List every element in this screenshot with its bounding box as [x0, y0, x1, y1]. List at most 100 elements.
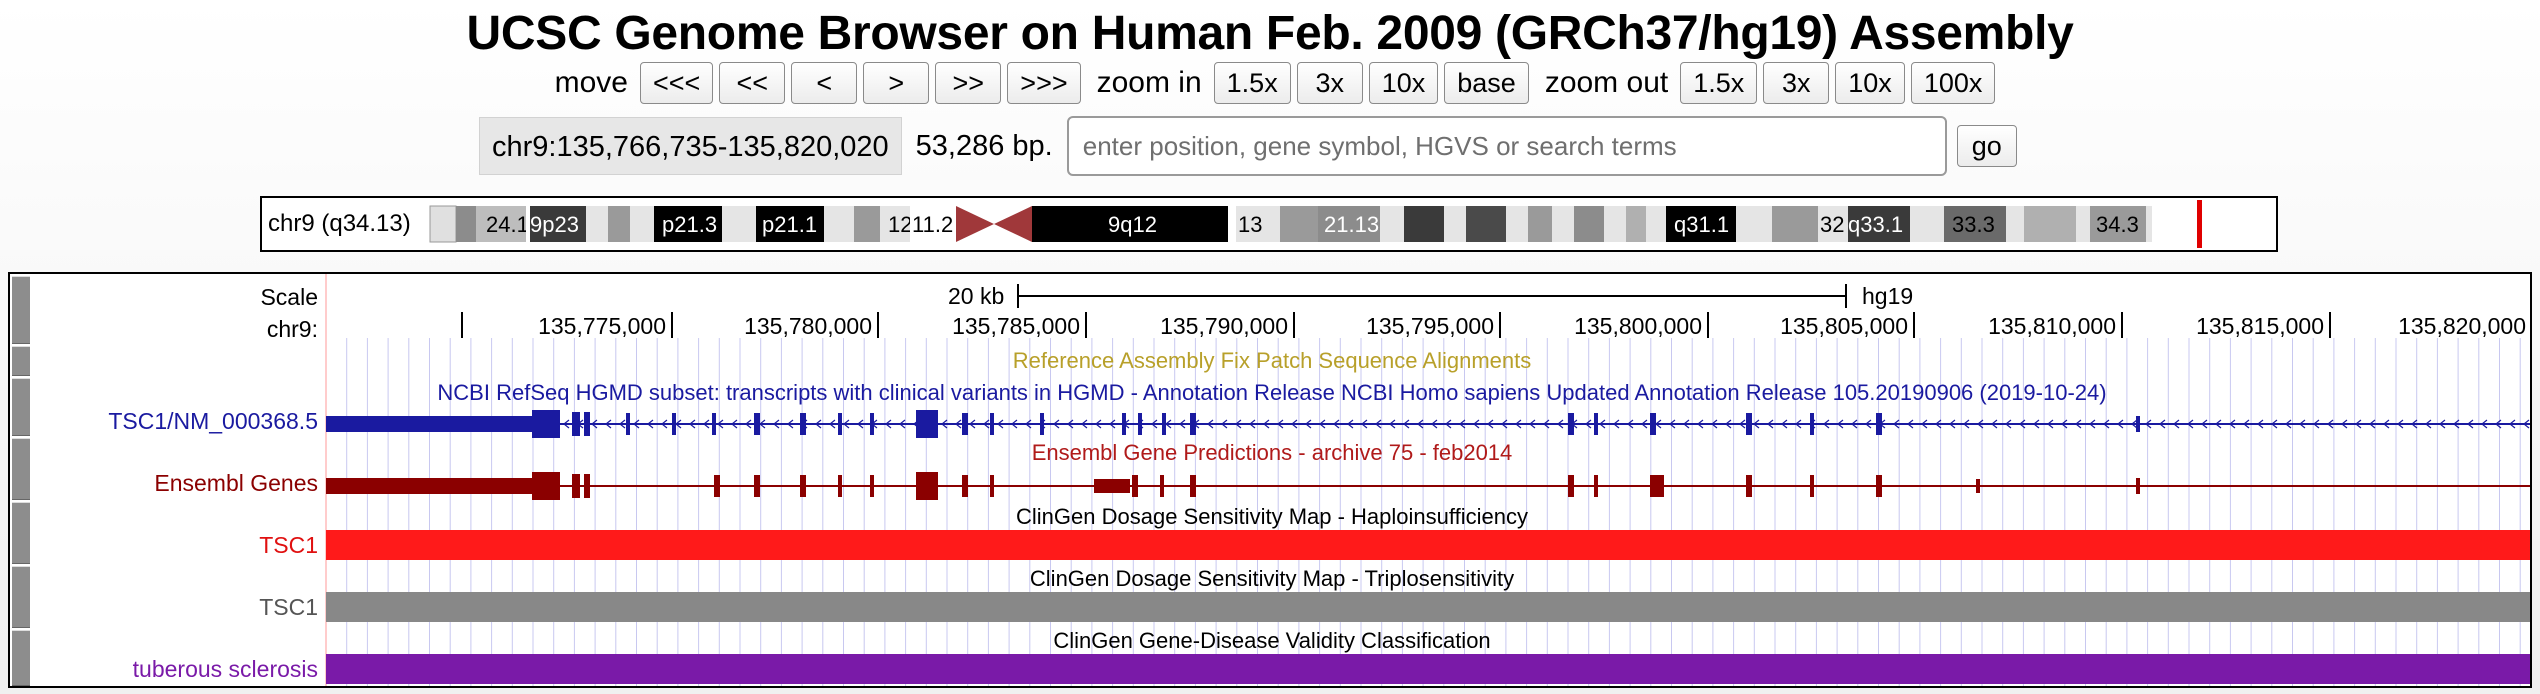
- exon: [532, 472, 560, 500]
- move-left-far-button[interactable]: <<: [719, 62, 786, 104]
- fixpatch-track-handle[interactable]: [12, 346, 30, 376]
- zoom-in-1.5x-button[interactable]: 1.5x: [1213, 62, 1291, 104]
- scale-tick-label: 135,775,000: [538, 313, 666, 339]
- chromosome-ideogram[interactable]: chr9 (q34.13) 24.1 9p23 p21.3 p21.1 12 1…: [260, 196, 2278, 252]
- position-row: chr9:135,766,735-135,820,020 53,286 bp. …: [479, 116, 2017, 176]
- move-label: move: [554, 66, 628, 99]
- page-title: UCSC Genome Browser on Human Feb. 2009 (…: [466, 7, 2074, 60]
- zoom-out-label: zoom out: [1544, 66, 1669, 99]
- ideogram-bands: 24.1 9p23 p21.3 p21.1 12 11.2 9q12 13: [429, 200, 2202, 248]
- exon: [1594, 475, 1598, 497]
- scale-tick-label: 135,820,000: [2398, 313, 2526, 339]
- scale-tick-label: 135,780,000: [744, 313, 872, 339]
- position-display: chr9:135,766,735-135,820,020: [479, 117, 902, 175]
- zoom-out-1.5x-button[interactable]: 1.5x: [1680, 62, 1758, 104]
- band-label-q31.1: q31.1: [1674, 212, 1729, 237]
- exon: [838, 413, 842, 435]
- exon: [1162, 413, 1166, 435]
- exon: [754, 413, 760, 435]
- exon: [1594, 413, 1598, 435]
- chrom-label: chr9:: [266, 316, 318, 342]
- exon: [1138, 413, 1142, 435]
- exon: [990, 475, 994, 497]
- exon: [1746, 413, 1752, 435]
- exon: [1810, 413, 1814, 435]
- band-label-p21.3: p21.3: [662, 212, 717, 237]
- validity-track-handle[interactable]: [12, 630, 30, 686]
- zoom-out-3x-button[interactable]: 3x: [1763, 62, 1830, 104]
- scale-assembly-label: hg19: [1862, 283, 1913, 309]
- ensembl-track-label[interactable]: Ensembl Genes: [154, 470, 318, 496]
- band-label-13: 13: [1238, 212, 1262, 237]
- exon: [1876, 413, 1882, 435]
- scale-tick-label: 135,795,000: [1366, 313, 1494, 339]
- zoom-in-3x-button[interactable]: 3x: [1296, 62, 1363, 104]
- scale-tick-label: 135,800,000: [1574, 313, 1702, 339]
- scale-bar-label: 20 kb: [948, 283, 1004, 309]
- zoom-in-base-button[interactable]: base: [1444, 62, 1529, 104]
- ideogram-label: chr9 (q34.13): [268, 210, 411, 237]
- go-button[interactable]: go: [1956, 125, 2017, 167]
- triplo-track-handle[interactable]: [12, 566, 30, 628]
- scale-tick-label: 135,790,000: [1160, 313, 1288, 339]
- exon: [1122, 413, 1126, 435]
- exon: [572, 412, 580, 436]
- band-label-9p23: 9p23: [530, 212, 579, 237]
- move-end-button[interactable]: >>>: [1007, 62, 1081, 104]
- exon: [962, 475, 968, 497]
- ensembl-track-handle[interactable]: [12, 438, 30, 500]
- exon: [962, 413, 968, 435]
- search-input[interactable]: [1066, 116, 1947, 176]
- exon: [1650, 475, 1664, 497]
- zoom-out-100x-button[interactable]: 100x: [1910, 62, 1996, 104]
- region-size: 53,286 bp.: [915, 129, 1053, 162]
- exon: [1190, 475, 1196, 497]
- band-label-p21.1: p21.1: [762, 212, 817, 237]
- haplo-track-label[interactable]: TSC1: [259, 532, 318, 558]
- scale-label: Scale: [260, 284, 318, 310]
- scale-track-handle[interactable]: [12, 276, 30, 344]
- exon: [584, 474, 590, 498]
- validity-feature-bar[interactable]: [326, 654, 2530, 684]
- current-region-marker: [2197, 200, 2202, 248]
- exon: [1746, 475, 1752, 497]
- haplo-track-handle[interactable]: [12, 502, 30, 564]
- refseq-track-label[interactable]: TSC1/NM_000368.5: [108, 408, 318, 434]
- navigation-bar: move <<< << < > >> >>> zoom in 1.5x 3x 1…: [0, 62, 2540, 104]
- exon: [916, 410, 938, 438]
- refseq-gene-model[interactable]: [10, 404, 2530, 444]
- exon: [1568, 413, 1574, 435]
- exon: [1132, 475, 1138, 497]
- band-label-21.13: 21.13: [1324, 212, 1379, 237]
- move-left-button[interactable]: <: [791, 62, 858, 104]
- exon: [1190, 413, 1196, 435]
- move-right-button[interactable]: >: [863, 62, 930, 104]
- validity-track-title: ClinGen Gene-Disease Validity Classifica…: [1053, 628, 1491, 653]
- exon: [326, 478, 540, 494]
- exon: [916, 472, 938, 500]
- exon: [870, 475, 874, 497]
- scale-tick-label: 135,785,000: [952, 313, 1080, 339]
- fixpatch-track-title: Reference Assembly Fix Patch Sequence Al…: [1012, 348, 1532, 373]
- haplo-feature-bar[interactable]: [326, 530, 2530, 560]
- exon: [1650, 413, 1656, 435]
- exon: [572, 474, 580, 498]
- move-right-far-button[interactable]: >>: [935, 62, 1002, 104]
- triplo-feature-bar[interactable]: [326, 592, 2530, 622]
- band-label-24.1: 24.1: [486, 212, 529, 237]
- zoom-in-10x-button[interactable]: 10x: [1368, 62, 1439, 104]
- refseq-track-handle[interactable]: [12, 378, 30, 436]
- exon: [672, 413, 676, 435]
- track-display[interactable]: Scale chr9: 20 kb hg19 135,775,000 135,78…: [8, 272, 2532, 688]
- exon: [326, 416, 540, 432]
- move-start-button[interactable]: <<<: [639, 62, 714, 104]
- validity-track-label[interactable]: tuberous sclerosis: [132, 656, 318, 682]
- ensembl-gene-model[interactable]: [10, 466, 2530, 506]
- band-label-34.3: 34.3: [2096, 212, 2139, 237]
- exon: [626, 413, 630, 435]
- triplo-track-label[interactable]: TSC1: [259, 594, 318, 620]
- exon: [1876, 475, 1882, 497]
- zoom-in-label: zoom in: [1096, 66, 1202, 99]
- zoom-out-10x-button[interactable]: 10x: [1835, 62, 1905, 104]
- triplo-track-title: ClinGen Dosage Sensitivity Map - Triplos…: [1029, 566, 1515, 591]
